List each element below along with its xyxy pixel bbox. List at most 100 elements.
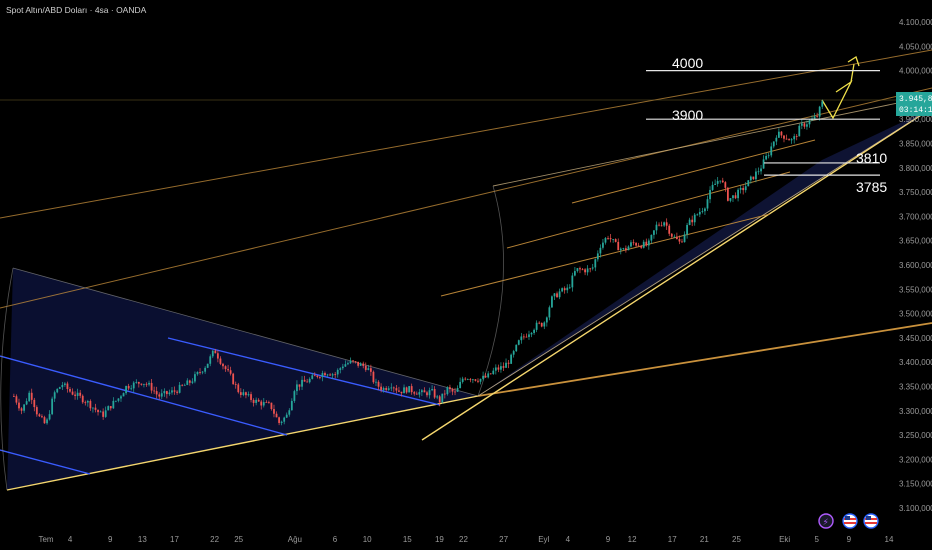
candle-body[interactable] <box>777 131 780 138</box>
candle-body[interactable] <box>596 253 599 260</box>
candle-body[interactable] <box>199 372 201 373</box>
candle-body[interactable] <box>698 211 701 215</box>
candle-body[interactable] <box>609 238 612 240</box>
candle-body[interactable] <box>354 361 357 363</box>
candle-body[interactable] <box>704 208 706 212</box>
candle-body[interactable] <box>35 407 38 415</box>
candle-body[interactable] <box>436 396 439 398</box>
candle-body[interactable] <box>586 268 589 273</box>
candle-body[interactable] <box>173 390 176 392</box>
candle-body[interactable] <box>364 365 367 370</box>
candle-body[interactable] <box>245 392 247 396</box>
candle-body[interactable] <box>196 372 199 375</box>
candle-body[interactable] <box>303 379 306 382</box>
candle-body[interactable] <box>222 363 224 367</box>
candle-body[interactable] <box>528 334 530 337</box>
candle-body[interactable] <box>160 393 163 397</box>
candle-body[interactable] <box>313 375 316 377</box>
candle-body[interactable] <box>352 360 354 362</box>
candle-body[interactable] <box>721 180 724 183</box>
descending-channel-upper-line[interactable] <box>12 267 479 397</box>
candle-body[interactable] <box>729 198 732 201</box>
candle-body[interactable] <box>41 416 43 418</box>
candle-body[interactable] <box>533 329 535 333</box>
candle-body[interactable] <box>709 189 711 200</box>
candle-body[interactable] <box>150 382 153 391</box>
candle-body[interactable] <box>525 336 528 338</box>
candle-body[interactable] <box>719 180 722 182</box>
candle-body[interactable] <box>716 181 719 184</box>
candle-body[interactable] <box>660 225 663 227</box>
candle-body[interactable] <box>732 195 734 199</box>
candle-body[interactable] <box>125 385 127 394</box>
candle-body[interactable] <box>280 421 283 423</box>
blue-channel-line-1[interactable] <box>0 355 288 436</box>
candle-body[interactable] <box>726 187 729 201</box>
candle-body[interactable] <box>517 340 520 345</box>
lightning-event-icon[interactable]: ⚡ <box>818 513 834 529</box>
candle-body[interactable] <box>571 275 574 288</box>
candle-body[interactable] <box>79 392 82 396</box>
candle-body[interactable] <box>372 371 375 383</box>
candle-body[interactable] <box>206 363 209 368</box>
candle-body[interactable] <box>186 380 189 385</box>
candle-body[interactable] <box>107 406 110 411</box>
candle-body[interactable] <box>209 356 212 364</box>
candle-body[interactable] <box>74 394 76 396</box>
candle-body[interactable] <box>545 317 548 323</box>
candle-body[interactable] <box>497 367 500 370</box>
candle-body[interactable] <box>301 379 303 387</box>
candle-body[interactable] <box>724 182 727 188</box>
candle-body[interactable] <box>632 242 635 244</box>
drawing-tools[interactable] <box>0 49 932 491</box>
candle-body[interactable] <box>377 381 380 387</box>
candle-body[interactable] <box>318 377 321 378</box>
candle-body[interactable] <box>171 390 173 393</box>
candle-body[interactable] <box>120 396 122 399</box>
candle-body[interactable] <box>558 291 561 298</box>
candle-body[interactable] <box>530 332 533 335</box>
candle-body[interactable] <box>298 384 301 387</box>
candle-body[interactable] <box>477 380 479 382</box>
blue-channel-line-3[interactable] <box>0 449 91 475</box>
candle-body[interactable] <box>308 378 311 383</box>
rising-wedge-upper-line[interactable] <box>477 107 932 397</box>
candle-body[interactable] <box>443 393 446 395</box>
candle-body[interactable] <box>783 135 785 139</box>
candle-body[interactable] <box>752 176 755 180</box>
candle-body[interactable] <box>635 243 637 246</box>
candle-body[interactable] <box>188 380 191 383</box>
projection-arrowhead-icon[interactable] <box>847 56 860 67</box>
candle-body[interactable] <box>806 124 808 127</box>
candle-body[interactable] <box>61 384 64 388</box>
candle-body[interactable] <box>739 187 742 190</box>
arc-left[interactable] <box>0 267 14 491</box>
candle-body[interactable] <box>492 370 495 375</box>
candle-body[interactable] <box>403 387 405 394</box>
candle-body[interactable] <box>785 138 788 140</box>
candle-body[interactable] <box>755 171 757 180</box>
candle-body[interactable] <box>561 288 564 292</box>
candle-body[interactable] <box>413 392 416 394</box>
candle-body[interactable] <box>426 392 428 396</box>
candle-body[interactable] <box>362 363 365 366</box>
candles[interactable] <box>12 99 824 426</box>
candle-body[interactable] <box>227 369 229 371</box>
candle-body[interactable] <box>568 287 571 289</box>
candle-body[interactable] <box>84 402 87 404</box>
candle-body[interactable] <box>762 159 765 169</box>
candle-body[interactable] <box>283 417 286 422</box>
candle-body[interactable] <box>183 384 186 386</box>
candle-body[interactable] <box>143 383 145 385</box>
candle-body[interactable] <box>415 393 418 395</box>
candle-body[interactable] <box>321 373 324 378</box>
candle-body[interactable] <box>369 368 372 372</box>
event-icons[interactable]: ⚡ <box>818 513 879 529</box>
candle-body[interactable] <box>122 393 125 397</box>
candle-body[interactable] <box>589 268 592 270</box>
candle-body[interactable] <box>267 402 270 403</box>
candle-body[interactable] <box>543 322 546 327</box>
candle-body[interactable] <box>665 222 668 226</box>
candle-body[interactable] <box>798 125 801 137</box>
candle-body[interactable] <box>466 379 469 380</box>
